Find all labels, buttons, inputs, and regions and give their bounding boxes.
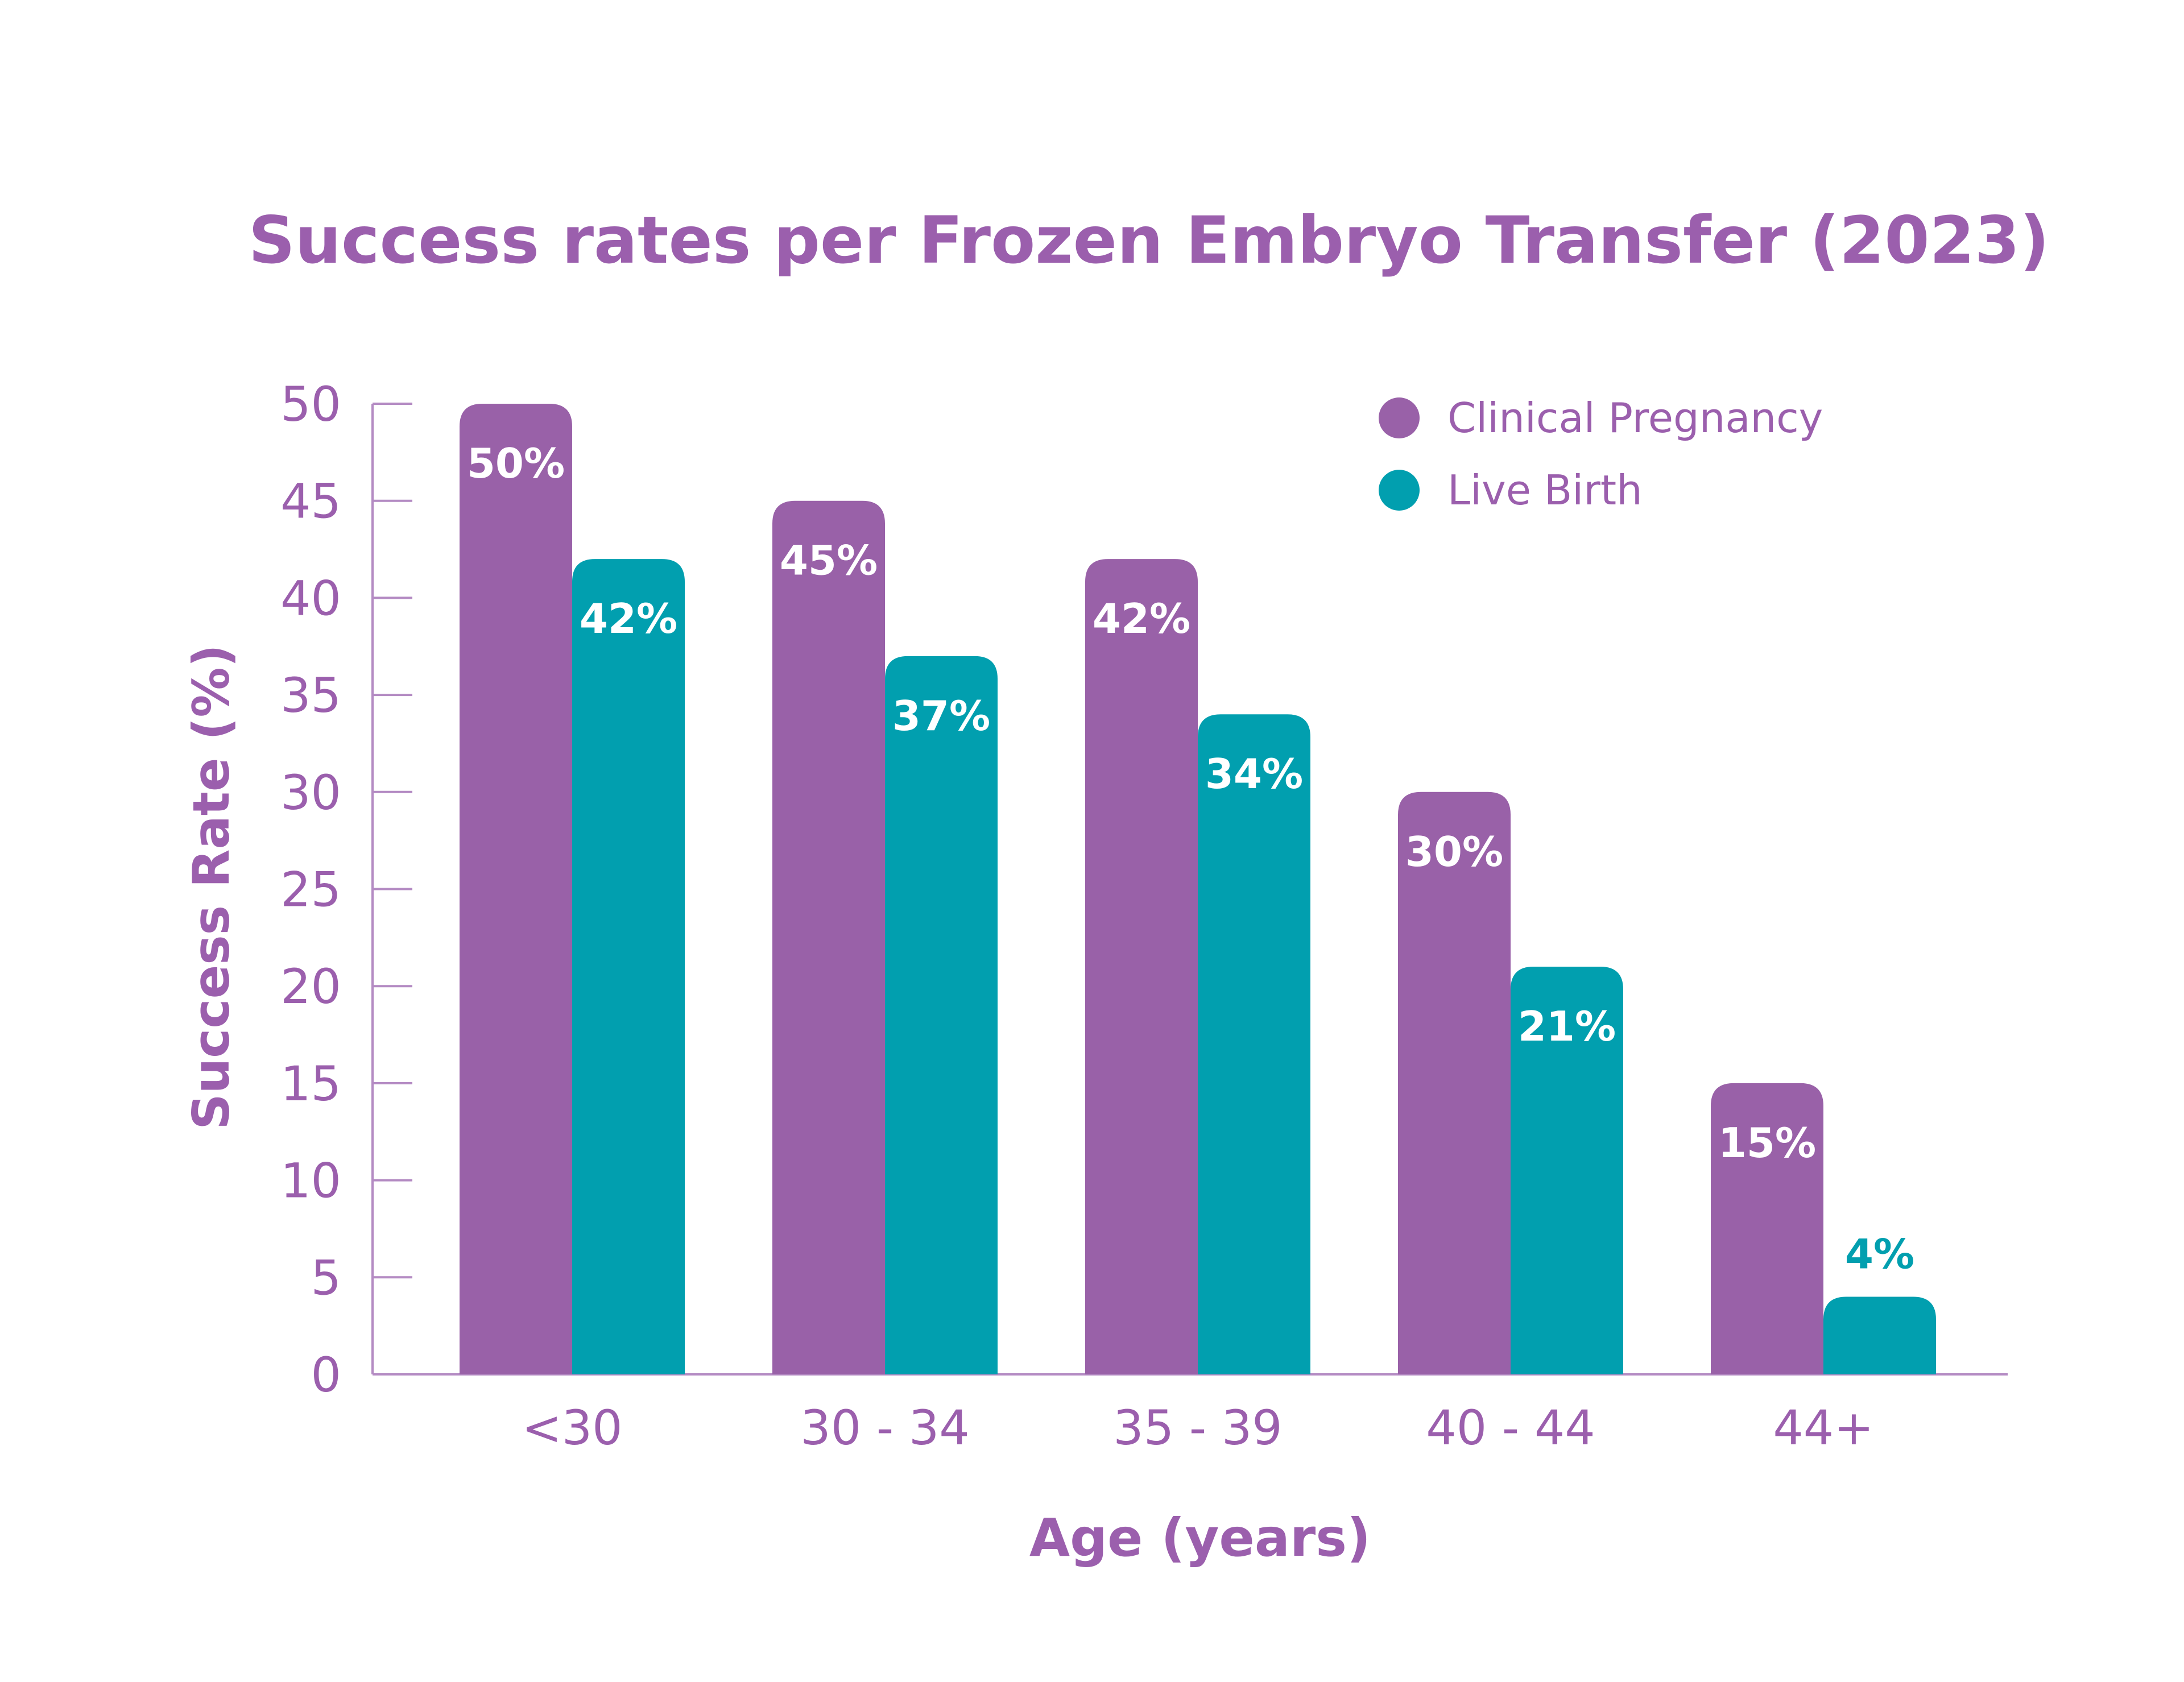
legend-label: Live Birth [1447,466,1643,514]
data-label: 21% [1518,1002,1616,1050]
chart-title: Success rates per Frozen Embryo Transfer… [249,202,2050,278]
y-tick-label: 25 [280,862,341,918]
bar-clinical-pregnancy [460,404,572,1374]
y-tick-label: 45 [280,474,341,529]
y-tick-label: 30 [280,765,341,821]
x-axis-title: Age (years) [1029,1507,1371,1568]
bar-live-birth [572,559,685,1374]
y-tick-label: 40 [280,570,341,626]
y-tick-label: 35 [280,668,341,723]
data-label: 34% [1205,750,1303,798]
legend: Clinical Pregnancy Live Birth [1379,394,1823,514]
legend-swatch [1379,470,1420,511]
x-tick-label: 40 - 44 [1426,1400,1595,1456]
bars: 50% 45% 42% 30% 15% 42% 37% 34% 21% 4% [460,404,1936,1375]
legend-swatch [1379,397,1420,438]
data-label: 42% [580,595,677,643]
x-tick-label: 35 - 39 [1113,1400,1283,1456]
axes: 0 5 10 15 20 25 30 35 40 45 50 <30 30 - 34 35 - 39 40 … [280,376,2008,1456]
y-tick-label: 20 [280,959,341,1014]
bar-clinical-pregnancy [1711,1083,1823,1374]
x-tick-label: 30 - 34 [800,1400,970,1456]
x-tick-label: <30 [522,1400,622,1456]
data-label: 42% [1093,595,1190,643]
data-label: 37% [892,692,990,740]
y-tick-label: 50 [280,376,341,432]
data-label: 50% [467,440,565,487]
legend-label: Clinical Pregnancy [1447,394,1823,442]
data-label: 4% [1845,1230,1914,1278]
bar-live-birth [1198,714,1310,1374]
x-tick-label: 44+ [1773,1400,1873,1456]
y-tick-label: 10 [280,1153,341,1209]
bar-clinical-pregnancy [772,500,885,1375]
data-label: 15% [1718,1119,1816,1167]
bar-live-birth [1823,1296,1936,1374]
y-tick-label: 15 [280,1056,341,1112]
data-label: 45% [780,537,878,585]
bar-clinical-pregnancy [1085,559,1198,1374]
bar-live-birth [1511,967,1623,1374]
y-tick-label: 5 [311,1250,341,1306]
bar-clinical-pregnancy [1398,792,1511,1374]
y-tick-label: 0 [311,1347,341,1403]
y-axis-title: Success Rate (%) [182,644,241,1130]
bar-live-birth [885,656,998,1374]
data-label: 30% [1405,828,1503,876]
